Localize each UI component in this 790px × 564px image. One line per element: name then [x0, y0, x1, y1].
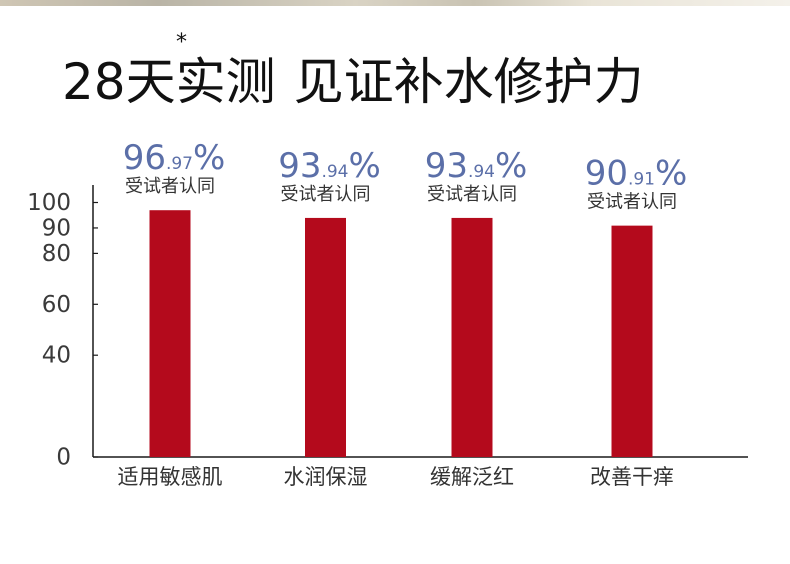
y-tick-label: 80 [42, 241, 71, 267]
data-label-note: 受试者认同 [281, 184, 371, 205]
data-label-value: 93.94% [278, 146, 381, 186]
x-tick-label: 适用敏感肌 [118, 465, 223, 489]
data-label-value: 96.97% [123, 138, 226, 178]
x-tick-label: 水润保湿 [284, 465, 368, 489]
bar [611, 225, 653, 457]
top-decorative-strip [0, 0, 790, 6]
x-tick-label: 缓解泛红 [430, 465, 514, 489]
bars [149, 210, 653, 457]
data-labels: 96.97%受试者认同93.94%受试者认同93.94%受试者认同90.91%受… [123, 138, 688, 212]
x-tick-label: 改善干痒 [590, 465, 674, 489]
y-tick-label: 60 [42, 292, 71, 318]
data-label-note: 受试者认同 [427, 184, 517, 205]
bar [451, 217, 493, 457]
y-tick-label: 40 [42, 343, 71, 369]
y-tick-label: 0 [56, 445, 71, 471]
headline-part2: 见证补水修护力 [293, 53, 644, 111]
data-label-note: 受试者认同 [587, 192, 677, 213]
bar [305, 217, 346, 457]
data-label-value: 90.91% [585, 154, 688, 194]
x-axis-labels: 适用敏感肌 水润保湿 缓解泛红 改善干痒 [118, 465, 675, 489]
data-label-note: 受试者认同 [125, 176, 215, 197]
headline: 28天实测 见证补水修护力 * [62, 32, 644, 114]
y-tick-label: 90 [42, 215, 71, 241]
headline-asterisk: * [176, 30, 187, 55]
y-tick-label: 100 [27, 190, 71, 216]
headline-part1: 28天实测 [62, 53, 276, 111]
data-label-value: 93.94% [425, 146, 528, 186]
bar [149, 210, 191, 457]
